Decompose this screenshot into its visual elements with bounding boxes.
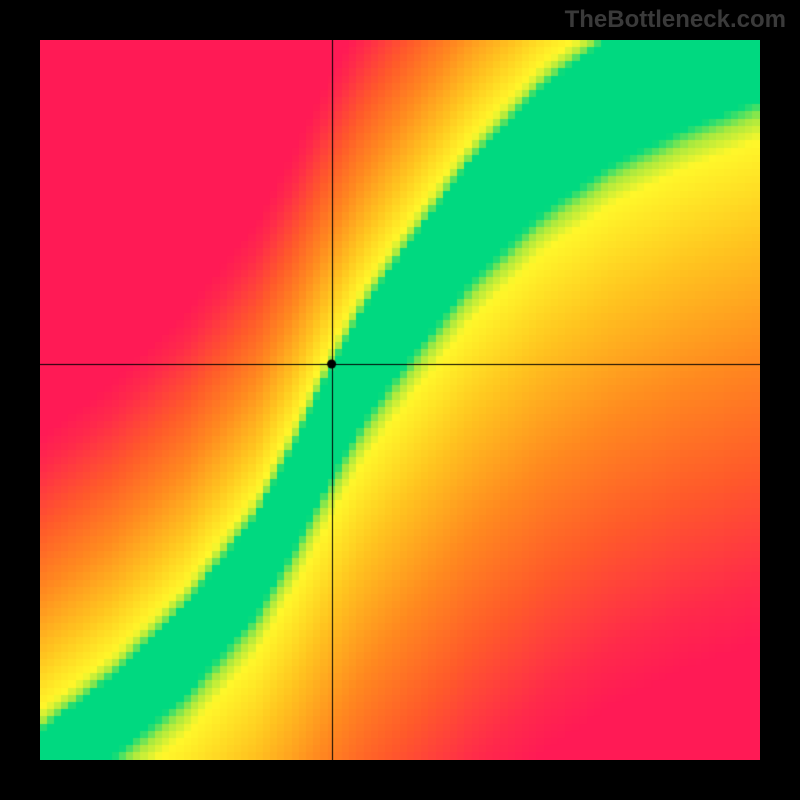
chart-container: TheBottleneck.com [0, 0, 800, 800]
bottleneck-heatmap [40, 40, 760, 760]
watermark-text: TheBottleneck.com [565, 6, 786, 34]
